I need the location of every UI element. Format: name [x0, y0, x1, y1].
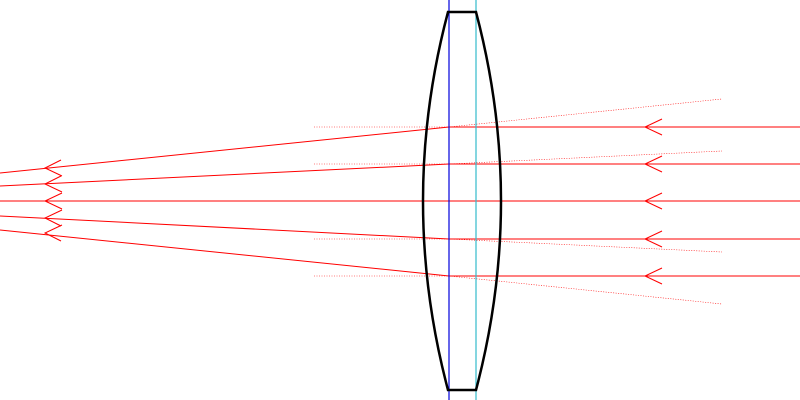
- extension: [448, 275, 723, 305]
- arrow-head: [43, 209, 63, 227]
- ray: [0, 126, 450, 174]
- ray: [0, 215, 450, 240]
- arrow-head: [43, 159, 63, 177]
- arrow-head: [43, 192, 63, 210]
- ray: [0, 163, 450, 187]
- arrow-head: [643, 118, 663, 136]
- arrow-head: [643, 192, 663, 210]
- extension: [448, 238, 723, 253]
- ray: [0, 229, 450, 277]
- extension: [448, 150, 723, 165]
- arrow-head: [43, 175, 63, 193]
- arrow-head: [643, 230, 663, 248]
- incoming-rays: [449, 118, 800, 285]
- refracted-rays: [0, 126, 450, 277]
- arrow-head: [43, 224, 63, 242]
- arrow-head: [643, 155, 663, 173]
- lens: [421, 10, 503, 392]
- arrow-head: [643, 267, 663, 285]
- extension: [448, 98, 723, 128]
